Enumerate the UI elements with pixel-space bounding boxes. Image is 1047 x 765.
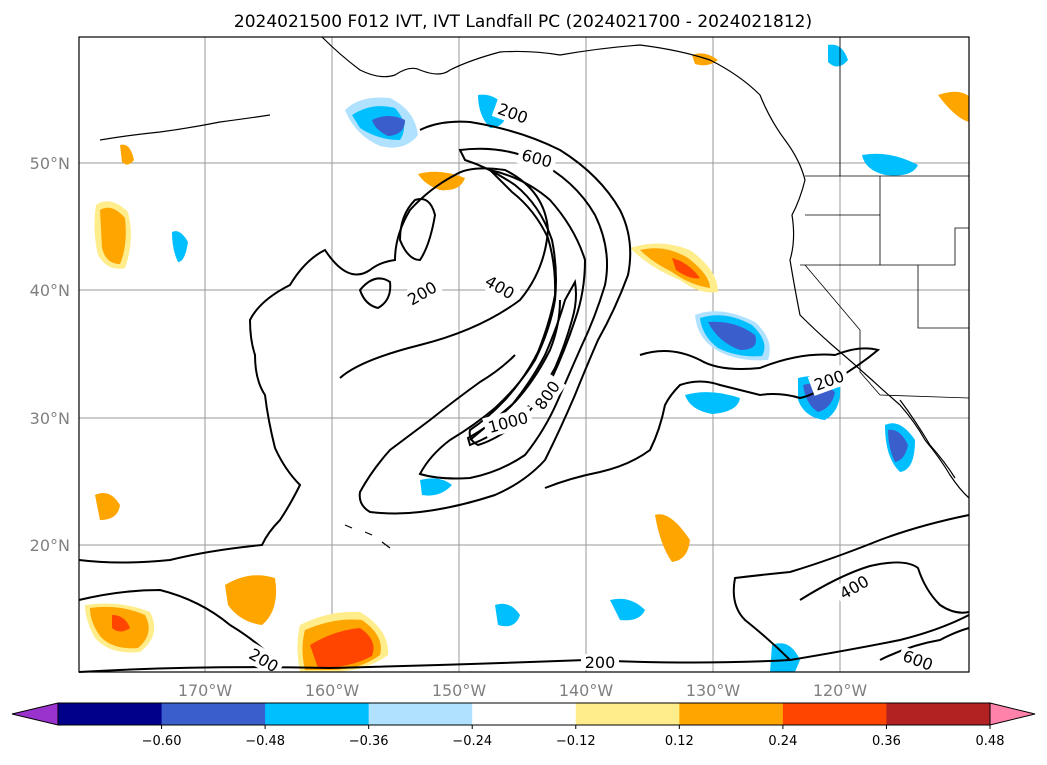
patch-orange-s4 [95, 492, 120, 520]
colorbar-frame [57, 702, 991, 726]
patch-blue-s2 [495, 603, 520, 627]
patch-orange-west [100, 207, 126, 264]
lon-label: 120°W [813, 681, 868, 700]
contour-200-inner [358, 120, 632, 515]
patch-red-south [310, 628, 374, 668]
lon-label: 130°W [686, 681, 741, 700]
lon-label: 170°W [178, 681, 233, 700]
colorbar-segment [161, 703, 266, 725]
shaded-patches [85, 44, 969, 672]
patch-red-ne [672, 258, 700, 279]
coastline-north-america [321, 36, 970, 499]
contour-600 [468, 168, 587, 447]
patch-blue-pnw [862, 153, 918, 176]
colorbar-extend-right [989, 702, 1036, 726]
patch-blue-s4 [420, 478, 452, 496]
map-frame [78, 36, 970, 673]
colorbar-segment [472, 703, 577, 725]
patch-orange-s3 [655, 514, 690, 562]
patch-blue-s1 [610, 598, 645, 621]
coastline-aleutians [99, 114, 271, 141]
colorbar-tick-label: 0.24 [768, 734, 797, 749]
lat-label: 30°N [30, 409, 70, 428]
contour-400 [418, 147, 608, 480]
colorbar-tick-label: −0.24 [452, 734, 492, 749]
patch-orange-s2 [225, 575, 277, 625]
lon-label: 140°W [559, 681, 614, 700]
colorbar-tick-label: 0.36 [872, 734, 901, 749]
contour-200-small [358, 277, 392, 310]
lon-label: 150°W [432, 681, 487, 700]
contour-400-south [732, 514, 970, 661]
colorbar-segment [679, 703, 784, 725]
colorbar-extend-left [11, 702, 59, 726]
colorbar-segment [782, 703, 887, 725]
patch-orange-interior [938, 91, 969, 122]
patch-blue-w [172, 231, 188, 262]
longitude-labels: 170°W 160°W 150°W 140°W 130°W 120°W [178, 681, 868, 700]
colorbar-segment [886, 703, 991, 725]
latitude-labels: 50°N 40°N 30°N 20°N [30, 154, 70, 555]
patch-darkblue-ca [708, 321, 756, 350]
lat-label: 20°N [30, 536, 70, 555]
patch-blue-canada [828, 44, 848, 67]
colorbar-tick-label: −0.12 [556, 734, 596, 749]
coastline-baja [899, 399, 956, 479]
lat-label: 50°N [30, 154, 70, 173]
borders [800, 37, 970, 399]
contour-200-southwest [78, 588, 276, 661]
colorbar-tick-label: 0.12 [665, 734, 694, 749]
patch-blue-s3 [770, 643, 800, 672]
colorbar-segment [575, 703, 680, 725]
patch-darkblue-baja [888, 429, 908, 462]
lat-label: 40°N [30, 281, 70, 300]
patch-blue-mid [685, 392, 740, 414]
colorbar-segment [368, 703, 473, 725]
colorbar-segment [265, 703, 370, 725]
lon-label: 160°W [305, 681, 360, 700]
contour-200-outer [78, 167, 550, 564]
patch-orange-small [120, 144, 134, 165]
colorbar-segment [58, 703, 163, 725]
colorbar-tick-label: −0.36 [349, 734, 389, 749]
figure-title: 2024021500 F012 IVT, IVT Landfall PC (20… [234, 12, 812, 32]
contour-200-east [544, 347, 881, 489]
coastline-hawaii [344, 524, 391, 549]
contour-400-south-b [799, 561, 970, 614]
patch-orange-ne [640, 248, 710, 288]
border-states-2 [879, 176, 969, 329]
colorbar-tick-label: 0.48 [976, 734, 1005, 749]
patch-red-sw [112, 615, 130, 632]
coastlines [99, 36, 970, 549]
colorbar-tick-label: −0.60 [142, 734, 182, 749]
border-ca-nv [804, 264, 881, 396]
colorbar-tick-label: −0.48 [245, 734, 285, 749]
contour-200-ring [398, 198, 437, 262]
contour-label: 200 [585, 653, 616, 672]
contour-600-south [879, 627, 970, 661]
border-us-mexico [879, 394, 970, 399]
colorbar: −0.60 −0.48 −0.36 −0.24 −0.12 0.12 0.24 0.36 0.4… [11, 702, 1036, 749]
patch-blue-alaska-core [372, 116, 405, 136]
